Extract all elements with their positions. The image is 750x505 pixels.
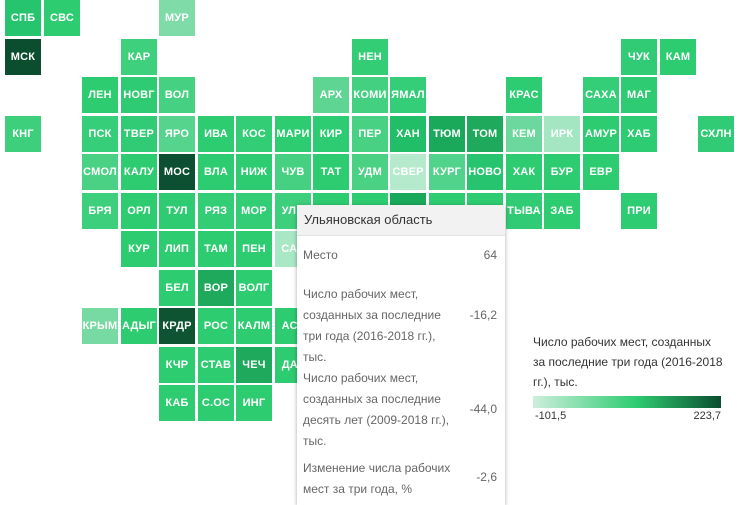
- tooltip-label: Число рабочих мест, созданных за последн…: [303, 287, 441, 364]
- region-tooltip: Ульяновская область Место 64 Число рабоч…: [297, 205, 505, 505]
- legend-min-label: -101,5: [535, 410, 567, 422]
- region-tile[interactable]: ХАК: [506, 154, 542, 190]
- region-tile[interactable]: ХАБ: [621, 116, 657, 152]
- region-tile[interactable]: ЯМАЛ: [390, 77, 426, 113]
- region-tile[interactable]: ЧЕЧ: [236, 347, 272, 383]
- region-tile[interactable]: КУРГ: [429, 154, 465, 190]
- region-tile[interactable]: ЛЕН: [82, 77, 118, 113]
- legend-gradient-bar: [533, 396, 721, 408]
- region-tile[interactable]: НЕН: [352, 39, 388, 75]
- region-tile[interactable]: КАР: [121, 39, 157, 75]
- region-tile[interactable]: МАГ: [621, 77, 657, 113]
- region-tile[interactable]: СВС: [44, 0, 80, 36]
- color-legend: Число рабочих мест, созданных за последн…: [533, 332, 723, 426]
- region-tile[interactable]: АРХ: [313, 77, 349, 113]
- region-tile[interactable]: РЯЗ: [198, 193, 234, 229]
- region-tile[interactable]: КРДР: [159, 308, 195, 344]
- tooltip-title: Ульяновская область: [297, 205, 505, 236]
- region-tile[interactable]: МАРИ: [275, 116, 311, 152]
- region-tile[interactable]: СМОЛ: [82, 154, 118, 190]
- region-tile[interactable]: КАЛМ: [236, 308, 272, 344]
- tooltip-value: -16,2: [469, 308, 497, 322]
- region-tile[interactable]: ТАТ: [313, 154, 349, 190]
- legend-max-label: 223,7: [693, 410, 721, 422]
- region-tile[interactable]: ЧУК: [621, 39, 657, 75]
- region-tile[interactable]: ТЮМ: [429, 116, 465, 152]
- tooltip-label: Место: [303, 248, 338, 262]
- region-tile[interactable]: КНГ: [5, 116, 41, 152]
- region-tile[interactable]: КАМ: [660, 39, 696, 75]
- region-tile[interactable]: ПЕР: [352, 116, 388, 152]
- region-tile[interactable]: СХЛН: [698, 116, 734, 152]
- region-tile[interactable]: КЕМ: [506, 116, 542, 152]
- region-tile[interactable]: ЯРО: [159, 116, 195, 152]
- region-tile[interactable]: ЗАБ: [544, 193, 580, 229]
- region-tile[interactable]: КУР: [121, 231, 157, 267]
- region-tile[interactable]: ИНГ: [236, 385, 272, 421]
- region-tile[interactable]: СТАВ: [198, 347, 234, 383]
- region-tile[interactable]: СВЕР: [390, 154, 426, 190]
- region-tile[interactable]: ХАН: [390, 116, 426, 152]
- region-tile[interactable]: ВОЛ: [159, 77, 195, 113]
- region-tile[interactable]: ПЕН: [236, 231, 272, 267]
- legend-title: Число рабочих мест, созданных за последн…: [533, 335, 723, 389]
- region-tile[interactable]: ПСК: [82, 116, 118, 152]
- tooltip-value: -2,6: [476, 470, 497, 484]
- region-tile[interactable]: ТЫВА: [506, 193, 542, 229]
- region-tile[interactable]: КРЫМ: [82, 308, 118, 344]
- region-tile[interactable]: АМУР: [583, 116, 619, 152]
- region-tile[interactable]: НИЖ: [236, 154, 272, 190]
- tooltip-label: Изменение числа рабочих мест за три года…: [303, 461, 451, 496]
- region-tile[interactable]: ТОМ: [467, 116, 503, 152]
- region-tile[interactable]: УДМ: [352, 154, 388, 190]
- tooltip-value: 64: [483, 248, 497, 262]
- region-tile[interactable]: ЛИП: [159, 231, 195, 267]
- region-tile[interactable]: ВОР: [198, 270, 234, 306]
- legend-ticks: -101,5 223,7: [533, 410, 723, 426]
- region-tile[interactable]: АДЫГ: [121, 308, 157, 344]
- region-tile[interactable]: КРАС: [506, 77, 542, 113]
- region-tile[interactable]: НОВГ: [121, 77, 157, 113]
- region-tile[interactable]: ИРК: [544, 116, 580, 152]
- region-tile[interactable]: ИВА: [198, 116, 234, 152]
- region-tile[interactable]: ЧУВ: [275, 154, 311, 190]
- region-tile[interactable]: МОР: [236, 193, 272, 229]
- region-tile[interactable]: КАЛУ: [121, 154, 157, 190]
- region-tile[interactable]: КОМИ: [352, 77, 388, 113]
- tooltip-label: Число рабочих мест, созданных за последн…: [303, 371, 450, 448]
- region-tile[interactable]: САХА: [583, 77, 619, 113]
- region-tile[interactable]: БЕЛ: [159, 270, 195, 306]
- region-tile[interactable]: МУР: [159, 0, 195, 36]
- region-tile[interactable]: ТВЕР: [121, 116, 157, 152]
- region-tile[interactable]: МОС: [159, 154, 195, 190]
- region-tile[interactable]: НОВО: [467, 154, 503, 190]
- region-tile[interactable]: ТАМ: [198, 231, 234, 267]
- region-tile[interactable]: ОРЛ: [121, 193, 157, 229]
- region-tile[interactable]: КЧР: [159, 347, 195, 383]
- region-tile[interactable]: МСК: [5, 39, 41, 75]
- region-tile[interactable]: КИР: [313, 116, 349, 152]
- tooltip-value: -44,0: [469, 402, 497, 416]
- region-tile[interactable]: БРЯ: [82, 193, 118, 229]
- region-tile[interactable]: БУР: [544, 154, 580, 190]
- region-tile[interactable]: КАБ: [159, 385, 195, 421]
- region-tile[interactable]: РОС: [198, 308, 234, 344]
- region-tile[interactable]: СПБ: [5, 0, 41, 36]
- region-tile[interactable]: КОС: [236, 116, 272, 152]
- region-tile[interactable]: ВЛА: [198, 154, 234, 190]
- region-tile[interactable]: С.ОС: [198, 385, 234, 421]
- region-tile[interactable]: ПРИ: [621, 193, 657, 229]
- region-tile[interactable]: ВОЛГ: [236, 270, 272, 306]
- region-tile[interactable]: ЕВР: [583, 154, 619, 190]
- region-tile[interactable]: ТУЛ: [159, 193, 195, 229]
